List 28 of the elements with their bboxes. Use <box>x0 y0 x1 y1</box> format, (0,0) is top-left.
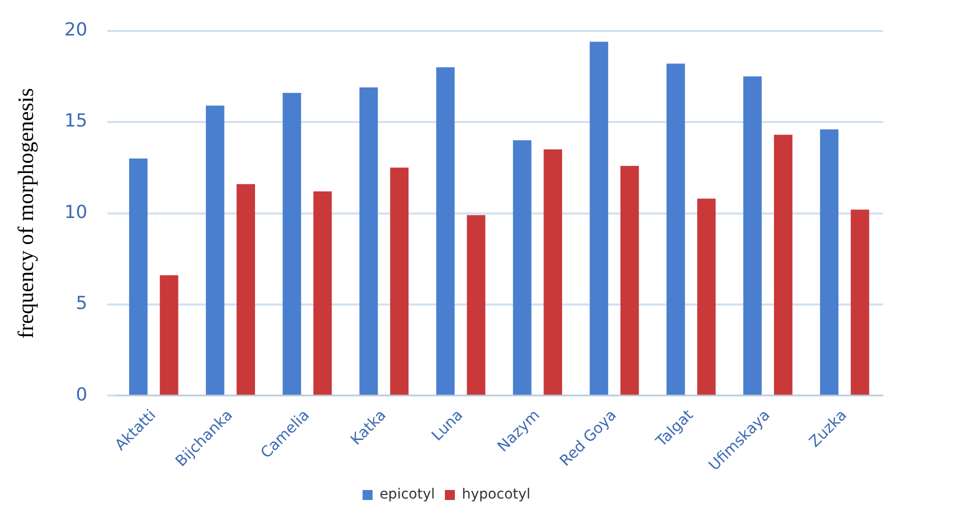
bar <box>590 42 608 395</box>
y-tick-label: 10 <box>64 202 88 223</box>
bar <box>743 76 762 395</box>
bar <box>666 64 685 395</box>
bar <box>544 149 562 395</box>
bar <box>313 191 332 395</box>
bar <box>436 67 455 395</box>
y-axis-title: frequency of morphogenesis <box>12 88 38 339</box>
bar <box>390 168 409 395</box>
bar <box>206 106 224 395</box>
bar <box>697 198 716 395</box>
bar <box>466 215 486 395</box>
bar <box>774 134 792 395</box>
bar <box>512 140 532 395</box>
bar <box>160 275 178 395</box>
bar <box>620 166 639 395</box>
legend-label: hypocotyl <box>462 486 530 503</box>
y-tick-label: 5 <box>76 293 88 314</box>
y-tick-label: 0 <box>76 384 88 406</box>
bar <box>129 158 148 395</box>
bar <box>236 184 256 395</box>
bar <box>359 87 378 395</box>
bar <box>820 129 838 395</box>
y-tick-label: 15 <box>64 110 88 132</box>
y-tick-label: 20 <box>64 19 88 40</box>
bar <box>850 210 870 395</box>
legend-label: epicotyl <box>380 486 435 503</box>
bar <box>282 92 302 395</box>
